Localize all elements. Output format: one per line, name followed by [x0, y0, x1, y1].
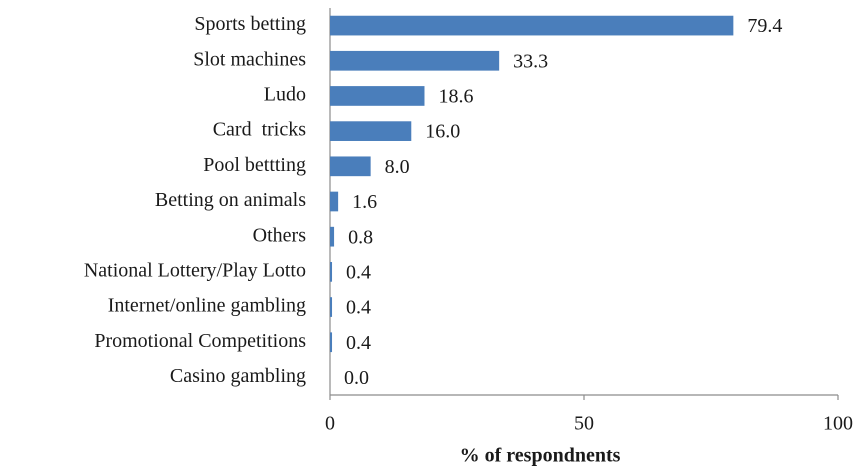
value-label: 0.0 — [344, 367, 369, 389]
value-label: 8.0 — [385, 156, 410, 178]
value-label: 16.0 — [425, 121, 460, 143]
x-tick-label: 0 — [325, 413, 335, 435]
y-tick-label: Casino gambling — [170, 365, 306, 387]
bar — [330, 191, 339, 212]
y-tick-label: Internet/online gambling — [108, 295, 306, 317]
value-label: 33.3 — [513, 50, 548, 72]
y-tick-label: Card tricks — [213, 119, 307, 141]
value-label: 1.6 — [352, 191, 377, 213]
y-tick-label: National Lottery/Play Lotto — [84, 259, 306, 281]
value-label: 79.4 — [747, 15, 782, 37]
bar — [330, 262, 333, 282]
y-tick-label: Others — [253, 224, 307, 246]
bar — [330, 297, 333, 317]
x-tick-label: 50 — [574, 413, 594, 435]
y-tick-label: Sports betting — [194, 13, 306, 35]
bar — [330, 86, 425, 106]
value-label: 0.4 — [346, 261, 371, 283]
y-tick-label: Slot machines — [193, 48, 306, 70]
x-axis-label: % of respondnents — [460, 445, 621, 467]
value-label: 0.4 — [346, 332, 371, 354]
bar — [330, 156, 371, 177]
y-tick-label: Pool bettting — [203, 154, 306, 176]
bar — [330, 15, 734, 36]
y-tick-label: Promotional Competitions — [94, 330, 306, 352]
bar — [330, 226, 335, 247]
value-label: 18.6 — [438, 86, 473, 108]
bar — [330, 332, 333, 353]
bar — [330, 121, 412, 141]
value-label: 0.4 — [346, 297, 371, 319]
y-tick-label: Betting on animals — [155, 189, 306, 211]
x-tick-label: 100 — [823, 413, 853, 435]
bar — [330, 50, 500, 71]
value-label: 0.8 — [348, 226, 373, 248]
y-tick-label: Ludo — [264, 84, 306, 106]
